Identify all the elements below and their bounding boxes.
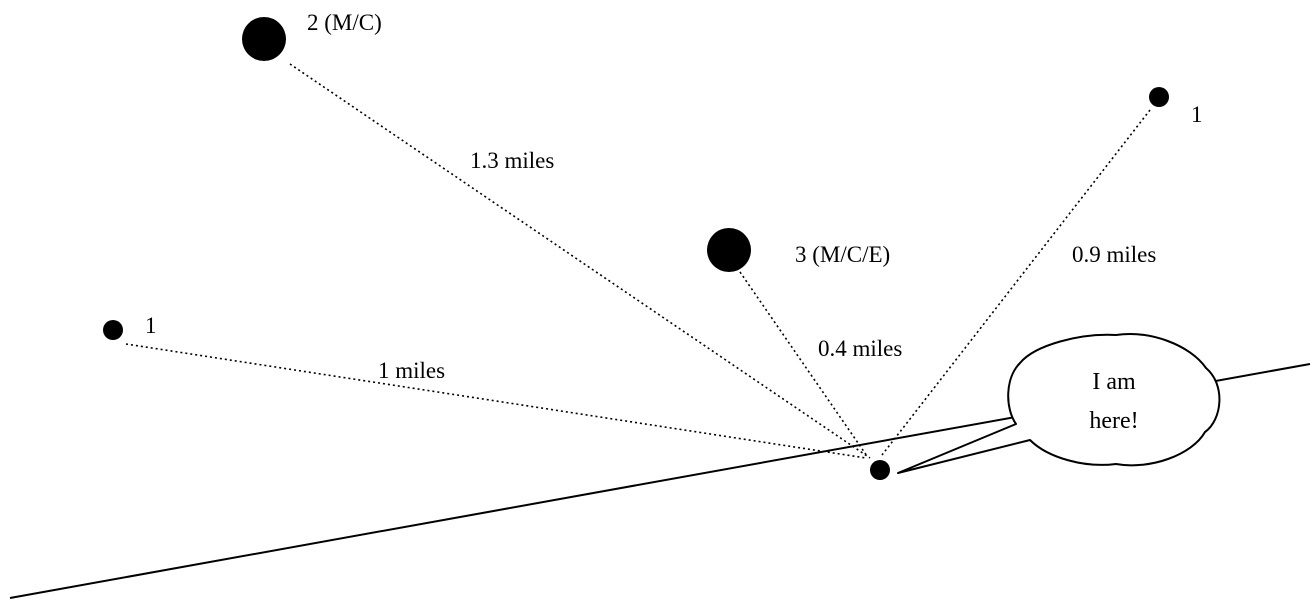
site-3-marker bbox=[707, 228, 751, 272]
site-3-distance-label: 0.4 miles bbox=[818, 336, 902, 361]
site-1-right-distance-label: 0.9 miles bbox=[1072, 242, 1156, 267]
site-1-left-label: 1 bbox=[145, 313, 157, 338]
speech-bubble-line-1: I am bbox=[1092, 369, 1136, 395]
speech-bubble-line-2: here! bbox=[1089, 408, 1138, 434]
site-2-distance-label: 1.3 miles bbox=[470, 148, 554, 173]
site-1-left-distance-label: 1 miles bbox=[378, 358, 445, 383]
current-location-marker bbox=[870, 460, 890, 480]
path-line-site-3 bbox=[739, 271, 868, 457]
path-line-site-2 bbox=[289, 63, 871, 459]
speech-bubble: I am here! bbox=[897, 333, 1221, 474]
site-3-label: 3 (M/C/E) bbox=[795, 242, 890, 267]
site-2-label: 2 (M/C) bbox=[307, 10, 382, 35]
site-1-right-marker bbox=[1149, 87, 1169, 107]
site-2-marker bbox=[242, 17, 286, 61]
site-1-left-marker bbox=[103, 320, 123, 340]
speech-bubble-outline bbox=[897, 333, 1221, 474]
path-line-site-1-left bbox=[125, 343, 867, 459]
site-1-right-label: 1 bbox=[1191, 102, 1203, 127]
